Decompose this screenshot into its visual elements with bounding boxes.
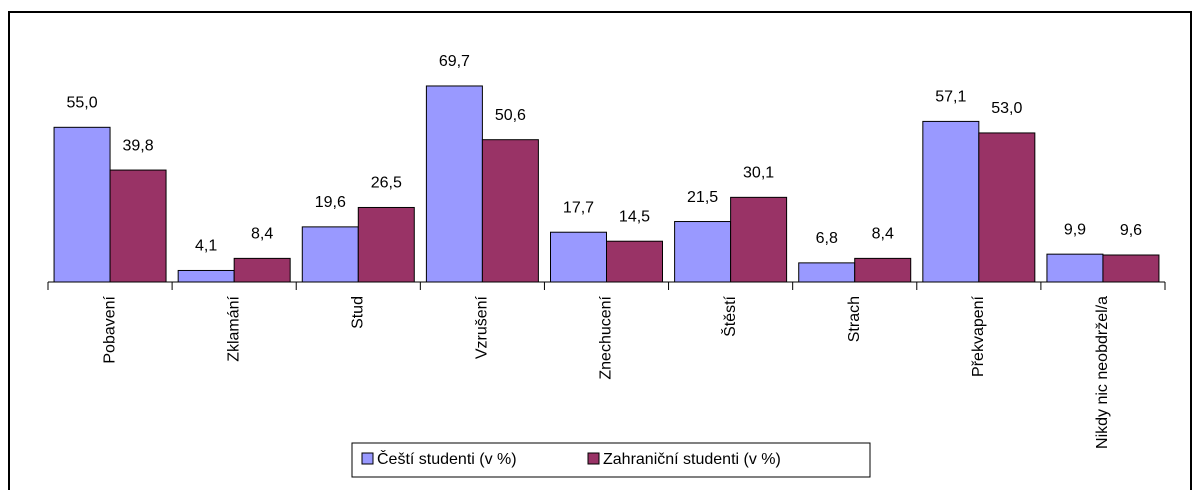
bar [730, 196, 788, 283]
x-tick-label: Vzrušení [474, 295, 491, 359]
x-tick-label: Zklamání [225, 295, 242, 361]
bar [550, 231, 607, 283]
legend-box [351, 442, 871, 478]
bar [481, 139, 539, 283]
bar [1102, 254, 1160, 283]
value-label: 57,1 [935, 89, 966, 106]
bar [798, 262, 856, 283]
x-tick-label: Nikdy nic neobdržel/a [1094, 296, 1111, 449]
value-label: 55,0 [66, 95, 97, 112]
value-label: 53,0 [991, 100, 1022, 117]
bar [301, 226, 359, 283]
bar [177, 269, 235, 283]
x-tick-label: Strach [846, 296, 863, 342]
bar [978, 132, 1036, 283]
legend-swatch [587, 452, 600, 465]
value-label: 9,6 [1120, 222, 1142, 239]
bar [53, 126, 111, 283]
x-tick-label: Pobavení [101, 295, 118, 363]
value-label: 4,1 [195, 238, 217, 255]
bar [1046, 253, 1104, 283]
x-tick-label: Překvapení [970, 295, 987, 376]
x-tick-label: Štěstí [720, 295, 739, 336]
value-label: 9,9 [1064, 221, 1086, 238]
legend-label: Čeští studenti (v %) [377, 449, 517, 468]
value-label: 17,7 [563, 199, 594, 216]
bar [854, 257, 912, 283]
value-label: 21,5 [687, 189, 718, 206]
bar [606, 240, 663, 283]
x-tick-label: Stud [349, 296, 366, 329]
value-label: 14,5 [619, 208, 650, 225]
value-label: 8,4 [872, 226, 894, 243]
legend-swatch [361, 452, 374, 465]
value-label: 19,6 [315, 194, 346, 211]
bar [425, 85, 483, 283]
value-label: 50,6 [495, 107, 526, 124]
value-label: 69,7 [439, 53, 470, 70]
bar [922, 120, 980, 283]
bar [233, 257, 291, 283]
value-label: 26,5 [371, 175, 402, 192]
value-label: 30,1 [743, 165, 774, 182]
value-label: 8,4 [251, 226, 273, 243]
value-label: 39,8 [122, 137, 153, 154]
bar [674, 221, 732, 283]
bar [357, 206, 415, 283]
legend-label: Zahraniční studenti (v %) [603, 451, 781, 468]
x-tick-label: Znechucení [598, 295, 615, 379]
bar [109, 169, 167, 283]
value-label: 6,8 [816, 230, 838, 247]
